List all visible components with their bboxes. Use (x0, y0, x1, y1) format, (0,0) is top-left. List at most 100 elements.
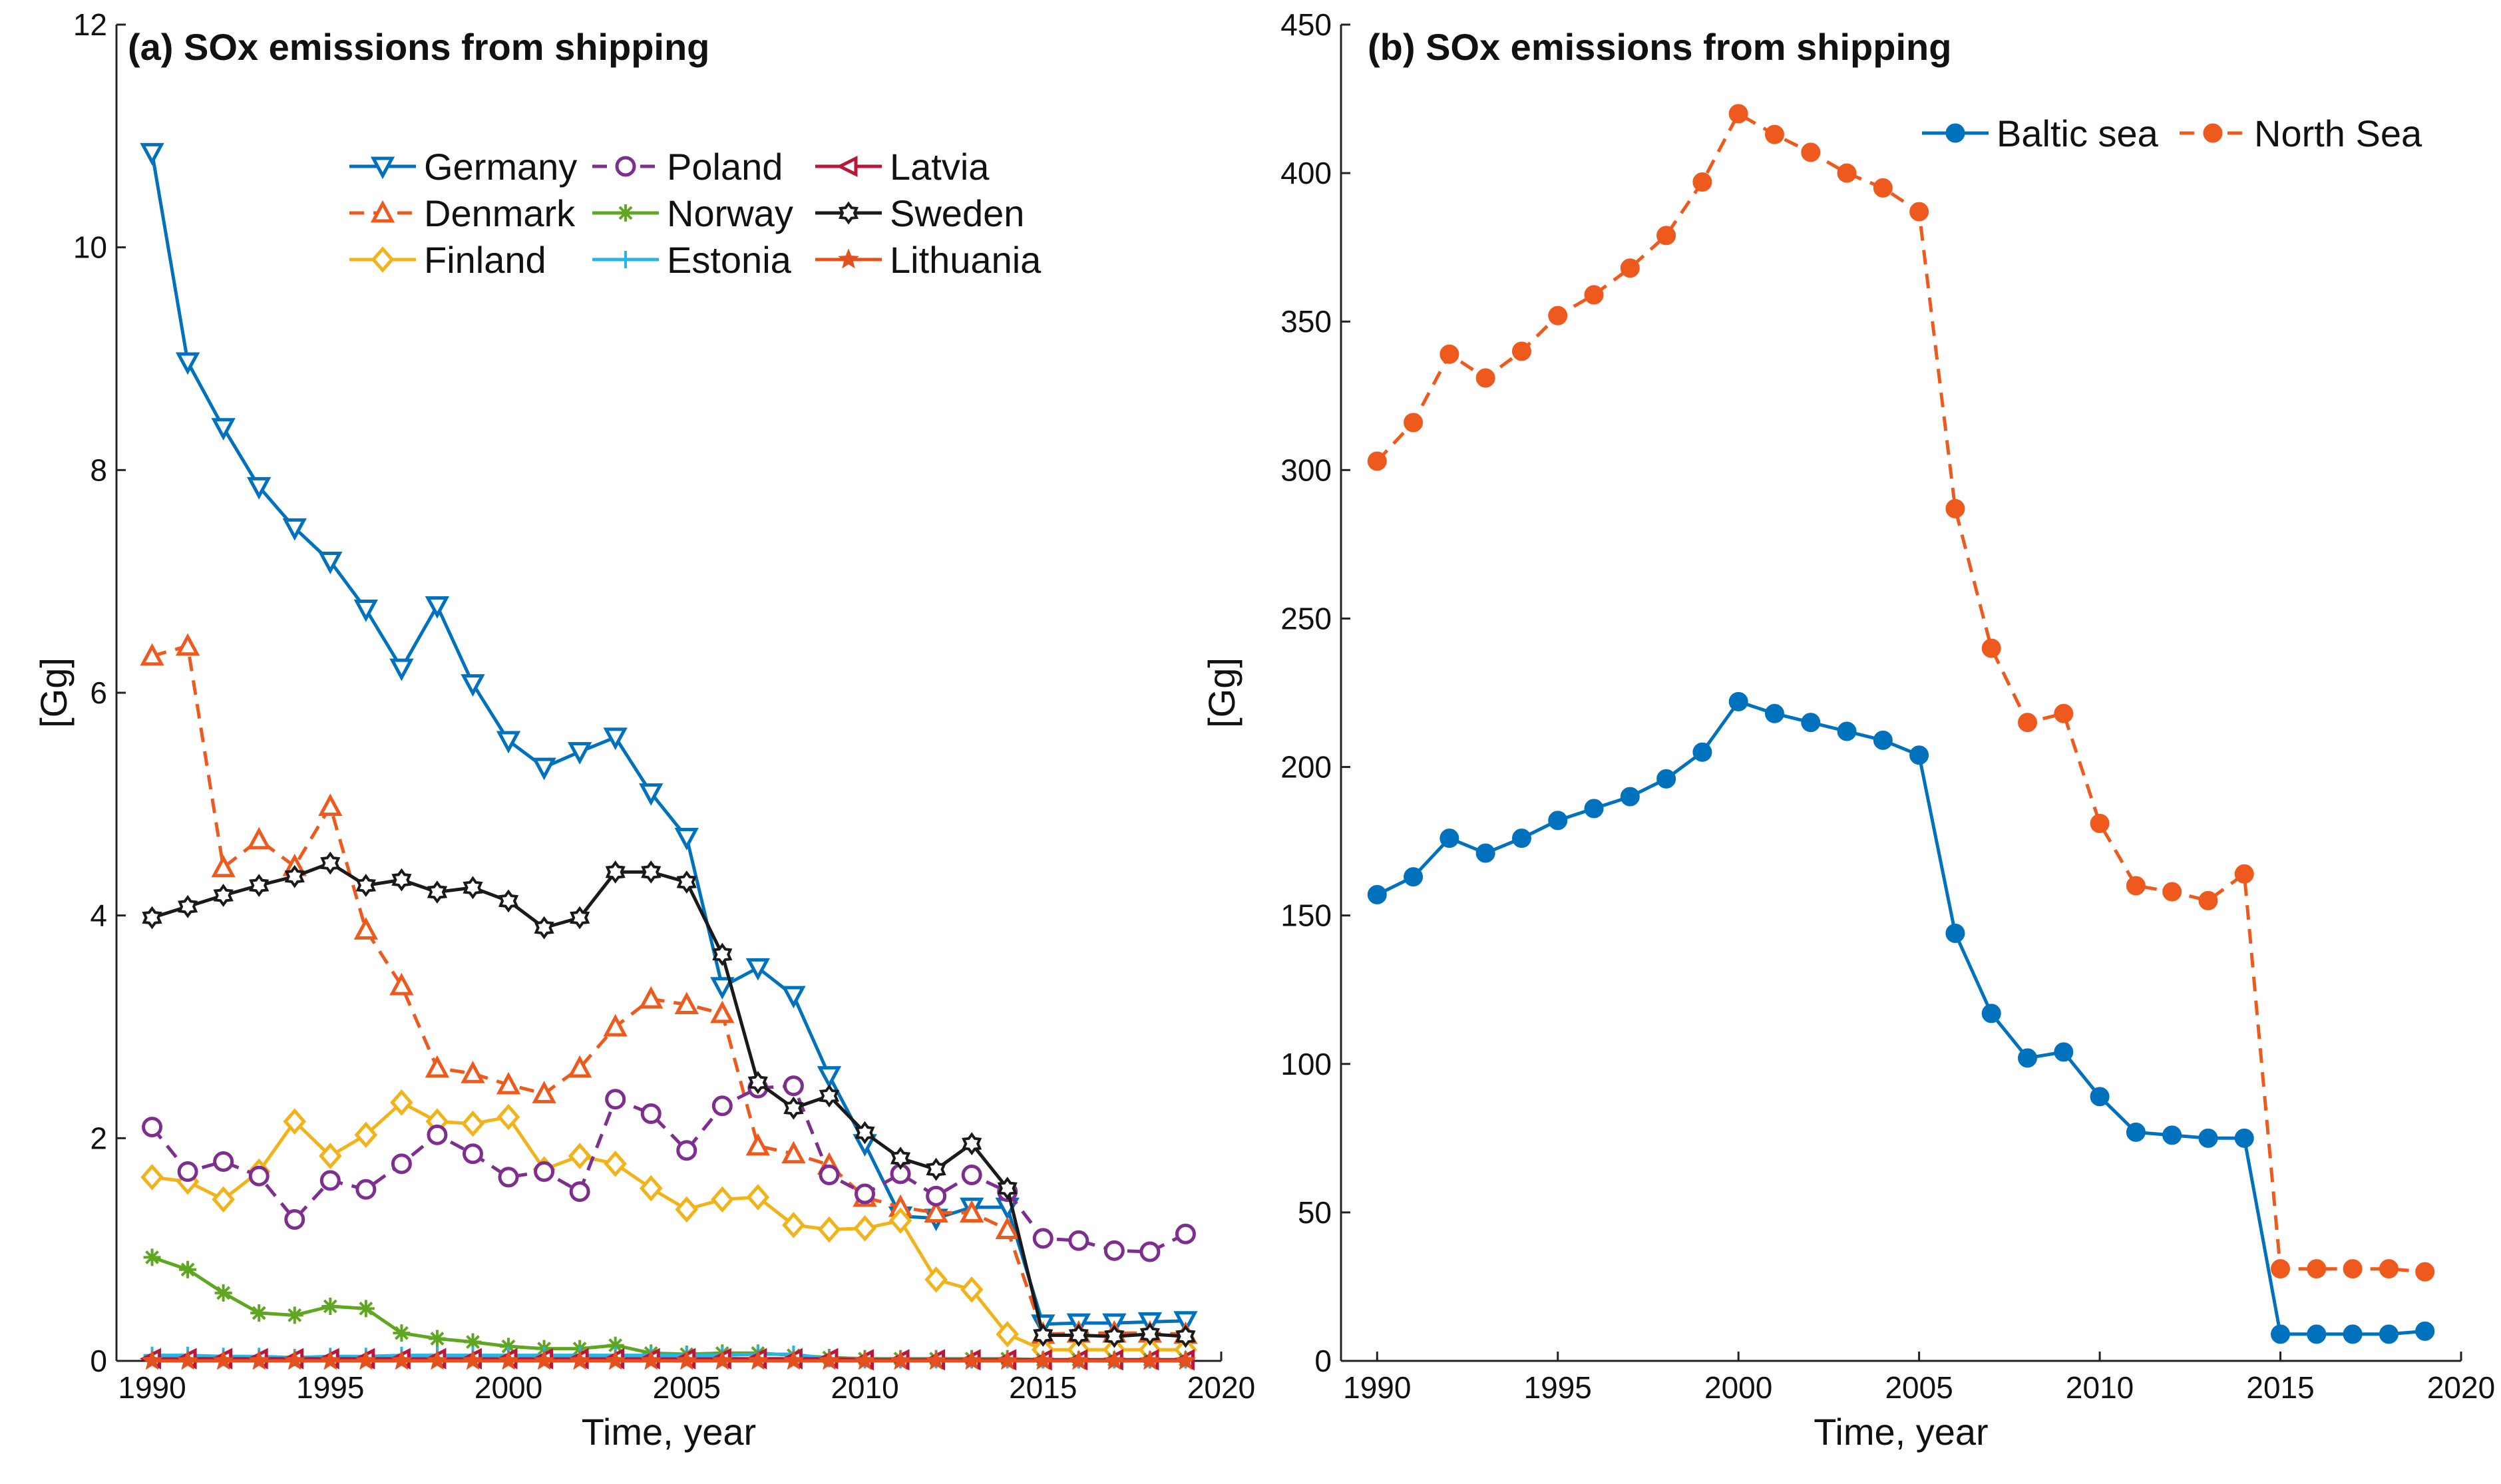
x-tick-label: 1990 (118, 1370, 186, 1405)
legend-item-baltic-sea: Baltic sea (1922, 112, 2159, 154)
data-point-sweden (926, 1157, 946, 1181)
data-point-germany (710, 977, 735, 1000)
data-point-germany (389, 658, 414, 681)
data-point-north-sea (1801, 142, 1821, 162)
legend-label-germany: Germany (424, 146, 577, 188)
data-point-finland (746, 1184, 770, 1210)
data-point-sweden (605, 860, 626, 884)
data-point-sweden (747, 1071, 768, 1095)
data-point-denmark (532, 1081, 556, 1103)
data-point-baltic-sea (1440, 829, 1459, 848)
data-point-lithuania (819, 1350, 840, 1370)
data-point-baltic-sea (1367, 884, 1387, 904)
data-point-lithuania (569, 1350, 591, 1370)
data-point-norway (357, 1300, 375, 1318)
data-point-north-sea (2415, 1262, 2435, 1282)
data-point-sweden (641, 860, 662, 884)
data-point-norway (286, 1306, 303, 1324)
legend-label-north-sea: North Sea (2254, 112, 2422, 154)
data-point-lithuania (248, 1350, 270, 1370)
data-point-baltic-sea (1404, 867, 1424, 887)
data-point-north-sea (2343, 1259, 2363, 1279)
data-point-lithuania (783, 1350, 805, 1370)
data-point-norway (606, 1336, 624, 1354)
data-point-lithuania (1032, 1350, 1054, 1370)
data-point-baltic-sea (1692, 742, 1712, 762)
legend-item-finland: Finland (349, 239, 546, 281)
legend-marker-baltic-sea (1945, 123, 1965, 143)
data-point-finland (996, 1321, 1020, 1348)
data-point-north-sea (2054, 703, 2074, 723)
y-axis-label: [Gg] (1201, 657, 1243, 728)
data-point-north-sea (1440, 344, 1459, 364)
data-point-baltic-sea (2018, 1048, 2038, 1068)
data-point-baltic-sea (1764, 703, 1784, 723)
data-point-baltic-sea (2054, 1042, 2074, 1062)
data-point-baltic-sea (1909, 745, 1929, 765)
data-point-baltic-sea (2343, 1324, 2363, 1344)
data-point-finland (283, 1108, 307, 1135)
data-point-sweden (712, 942, 733, 966)
y-tick-label: 6 (90, 675, 107, 710)
y-tick-label: 300 (1280, 453, 1332, 487)
data-point-germany (639, 783, 664, 806)
x-tick-label: 2010 (831, 1370, 898, 1405)
data-point-germany (318, 552, 343, 574)
data-point-sweden (819, 1084, 840, 1108)
legend-item-estonia: Estonia (592, 239, 792, 281)
data-point-poland (961, 1165, 982, 1186)
legend-b: Baltic sea North Sea (1922, 112, 2422, 154)
data-point-poland (1139, 1241, 1161, 1262)
data-point-norway (143, 1248, 161, 1266)
data-point-sweden (178, 894, 198, 918)
data-point-denmark (140, 643, 164, 666)
data-point-poland (819, 1165, 840, 1186)
data-point-sweden (498, 889, 519, 913)
legend-label-lithuania: Lithuania (890, 239, 1042, 281)
legend-item-north-sea: North Sea (2180, 112, 2422, 154)
data-point-finland (711, 1186, 734, 1213)
data-point-baltic-sea (1873, 730, 1893, 750)
data-point-finland (318, 1143, 342, 1169)
data-point-sweden (320, 851, 341, 875)
data-point-north-sea (2126, 876, 2146, 896)
y-tick-label: 50 (1298, 1195, 1332, 1230)
series-line-baltic-sea (1376, 699, 2425, 1336)
data-point-finland (639, 1175, 663, 1202)
data-point-lithuania (212, 1350, 234, 1370)
data-point-baltic-sea (2415, 1321, 2435, 1341)
data-point-denmark (211, 854, 236, 878)
data-point-germany (461, 674, 485, 697)
legend-label-finland: Finland (424, 239, 546, 281)
series-lithuania (141, 1350, 1197, 1370)
data-point-finland (461, 1110, 484, 1137)
legend-marker-germany (370, 156, 395, 180)
legend-marker-poland (615, 156, 636, 177)
data-point-finland (604, 1151, 627, 1177)
y-tick-label: 0 (1314, 1344, 1332, 1378)
data-point-lithuania (925, 1350, 947, 1370)
data-point-lithuania (1139, 1350, 1161, 1370)
data-point-denmark (959, 1200, 984, 1222)
data-point-denmark (175, 633, 200, 656)
data-point-north-sea (1548, 305, 1568, 325)
data-point-poland (462, 1143, 483, 1165)
data-point-sweden (427, 880, 448, 904)
data-point-sweden (463, 876, 483, 900)
y-tick-label: 0 (90, 1344, 107, 1378)
data-point-sweden (534, 916, 554, 940)
legend-label-norway: Norway (667, 192, 793, 234)
data-point-denmark (425, 1055, 450, 1078)
data-point-lithuania (533, 1350, 555, 1370)
data-point-lithuania (640, 1350, 662, 1370)
data-point-germany (140, 142, 164, 166)
data-point-north-sea (1475, 368, 1495, 388)
data-point-sweden (1139, 1322, 1160, 1346)
legend-marker-latvia (836, 155, 858, 178)
legend-marker-norway (617, 204, 634, 222)
legend-label-poland: Poland (667, 146, 783, 188)
x-tick-label: 2015 (2246, 1370, 2314, 1405)
data-point-sweden (890, 1147, 911, 1170)
data-point-poland (711, 1095, 733, 1117)
